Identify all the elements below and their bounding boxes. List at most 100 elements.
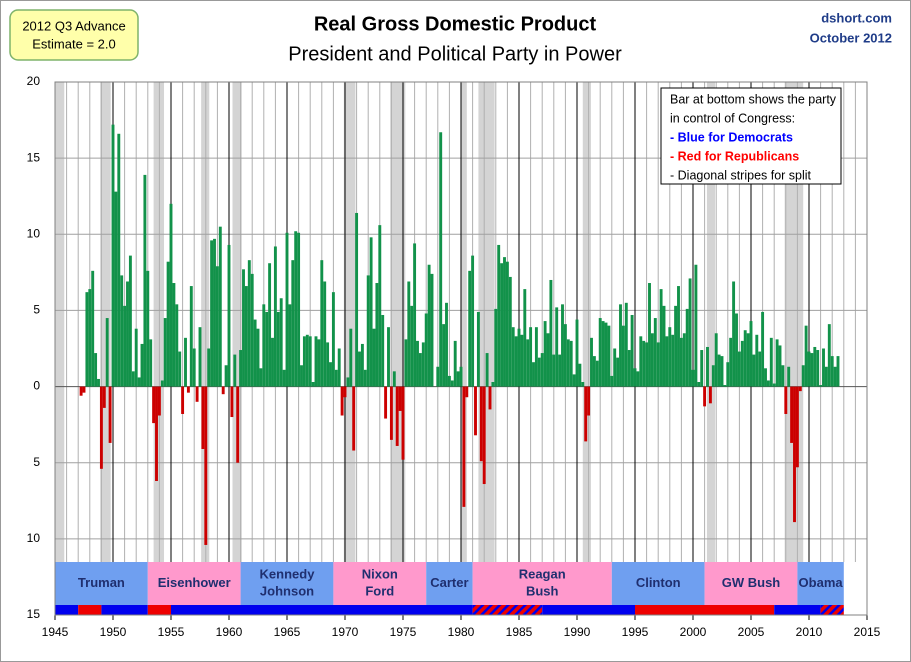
bar [694, 264, 698, 387]
x-tick-label: 1970 [332, 625, 359, 639]
bar [253, 319, 257, 387]
president-band [704, 562, 798, 605]
bar [488, 386, 492, 410]
bar [404, 339, 408, 387]
bar [784, 386, 788, 414]
bar [311, 382, 315, 387]
congress-band [774, 605, 821, 615]
bar [578, 363, 582, 387]
bar [99, 386, 103, 469]
bar [708, 386, 712, 404]
bar [421, 342, 425, 387]
bar [317, 339, 321, 387]
bar [430, 273, 434, 387]
bar [740, 340, 744, 387]
bar [366, 275, 370, 387]
bar [314, 336, 318, 387]
president-band [611, 562, 705, 605]
recession-band [343, 82, 356, 562]
bar [389, 386, 393, 440]
bar [250, 273, 254, 387]
bar [569, 340, 573, 387]
bar [613, 348, 617, 387]
bar [128, 255, 132, 387]
bar [230, 386, 234, 418]
bar [685, 308, 689, 387]
bar [108, 386, 112, 443]
legend-line: - Red for Republicans [670, 149, 799, 163]
bar [392, 371, 396, 387]
bar [662, 305, 666, 387]
bar [619, 304, 622, 387]
x-tick-label: 1950 [100, 625, 127, 639]
congress-band [472, 605, 543, 615]
bar [700, 350, 704, 387]
x-tick-label: 1980 [448, 625, 475, 639]
congress-band [542, 605, 635, 615]
recession-band [153, 82, 165, 562]
bar [381, 314, 385, 387]
president-label: Ford [365, 583, 394, 598]
bar [186, 386, 190, 393]
bar [352, 386, 356, 451]
bar [636, 371, 640, 387]
bar [514, 336, 518, 387]
bar [462, 386, 466, 507]
bar [178, 351, 182, 387]
y-tick-label: 5 [33, 303, 40, 317]
bar [746, 333, 750, 387]
bar [337, 348, 341, 387]
bar [198, 327, 202, 387]
chart-title: Real Gross Domestic Product [314, 13, 597, 35]
bar [691, 369, 695, 387]
bar [552, 354, 556, 387]
bar [561, 304, 564, 387]
bar [822, 348, 825, 387]
congress-band [101, 605, 148, 615]
bar [787, 366, 791, 387]
recession-band [706, 82, 716, 562]
bar [172, 283, 176, 387]
president-label: Bush [526, 583, 559, 598]
x-tick-label: 1975 [390, 625, 417, 639]
bar [114, 191, 118, 387]
bar [572, 374, 576, 387]
bar [624, 302, 628, 387]
president-label: Johnson [260, 583, 314, 598]
bar [163, 318, 167, 387]
bar [653, 318, 657, 387]
bar [97, 378, 100, 387]
bar [482, 386, 486, 485]
estimate-note: 2012 Q3 Advance [22, 18, 125, 33]
bar [836, 356, 840, 387]
bar [117, 133, 121, 387]
bar [604, 322, 608, 387]
bar [378, 225, 382, 387]
bar [410, 305, 414, 387]
bar [143, 174, 147, 387]
bar [706, 346, 709, 387]
y-tick-label: 15 [27, 607, 41, 621]
bar [427, 264, 431, 387]
bar [671, 334, 675, 387]
bar [300, 365, 303, 387]
president-label: Truman [78, 575, 125, 590]
y-tick-label: 20 [27, 74, 41, 88]
bar [372, 328, 376, 387]
bar [210, 240, 214, 387]
bar [369, 237, 373, 387]
bar [816, 350, 820, 387]
bar [534, 327, 538, 387]
bar [804, 325, 808, 387]
bar [94, 353, 98, 387]
bar [830, 356, 834, 387]
bar [126, 281, 129, 387]
bar [485, 353, 489, 387]
bar [326, 342, 330, 387]
bar [592, 356, 596, 387]
bar [769, 337, 773, 387]
x-tick-label: 1965 [274, 625, 301, 639]
legend-line: - Diagonal stripes for split [670, 168, 812, 182]
bar [91, 270, 95, 387]
x-tick-label: 1960 [216, 625, 243, 639]
